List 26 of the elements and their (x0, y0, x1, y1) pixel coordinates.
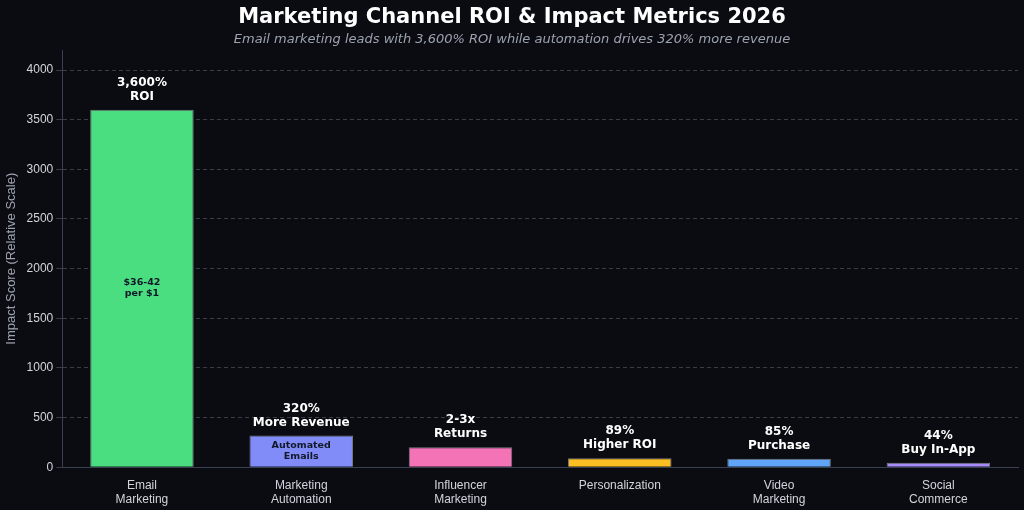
y-tick-label: 1000 (26, 360, 54, 375)
x-tick-label: Social Commerce (909, 477, 969, 507)
x-tick-label: Video Marketing (752, 477, 806, 507)
annotation: $36-42 per $1 (123, 276, 161, 299)
chart-title: Marketing Channel ROI & Impact Metrics 2026 (237, 4, 787, 28)
data-label: 89% Higher ROI (583, 423, 657, 452)
data-label: 44% Buy In-App (901, 427, 976, 456)
y-tick-label: 4000 (26, 62, 54, 77)
y-tick-label: 3500 (26, 112, 54, 127)
y-tick-label: 3000 (26, 161, 54, 176)
y-tick-label: 0 (46, 459, 54, 474)
x-tick-label: Email Marketing (115, 477, 169, 507)
x-tick-label: Marketing Automation (270, 477, 332, 507)
y-tick-label: 1500 (26, 310, 54, 325)
y-tick-label: 2500 (26, 211, 54, 226)
data-label: 2-3x Returns (433, 412, 488, 441)
x-tick-label: Personalization (578, 477, 661, 492)
y-axis-title: Impact Score (Relative Scale) (3, 172, 19, 345)
data-label: 3,600% ROI (116, 74, 167, 103)
data-label: 85% Purchase (747, 423, 811, 452)
y-tick-label: 500 (33, 409, 54, 424)
data-label: 320% More Revenue (252, 400, 350, 429)
x-tick-label: Influencer Marketing (434, 477, 487, 507)
chart-subtitle: Email marketing leads with 3,600% ROI while automation drives 320% more revenue (232, 31, 792, 46)
y-tick-label: 2000 (26, 260, 54, 275)
annotation: Automated Emails (271, 439, 331, 462)
